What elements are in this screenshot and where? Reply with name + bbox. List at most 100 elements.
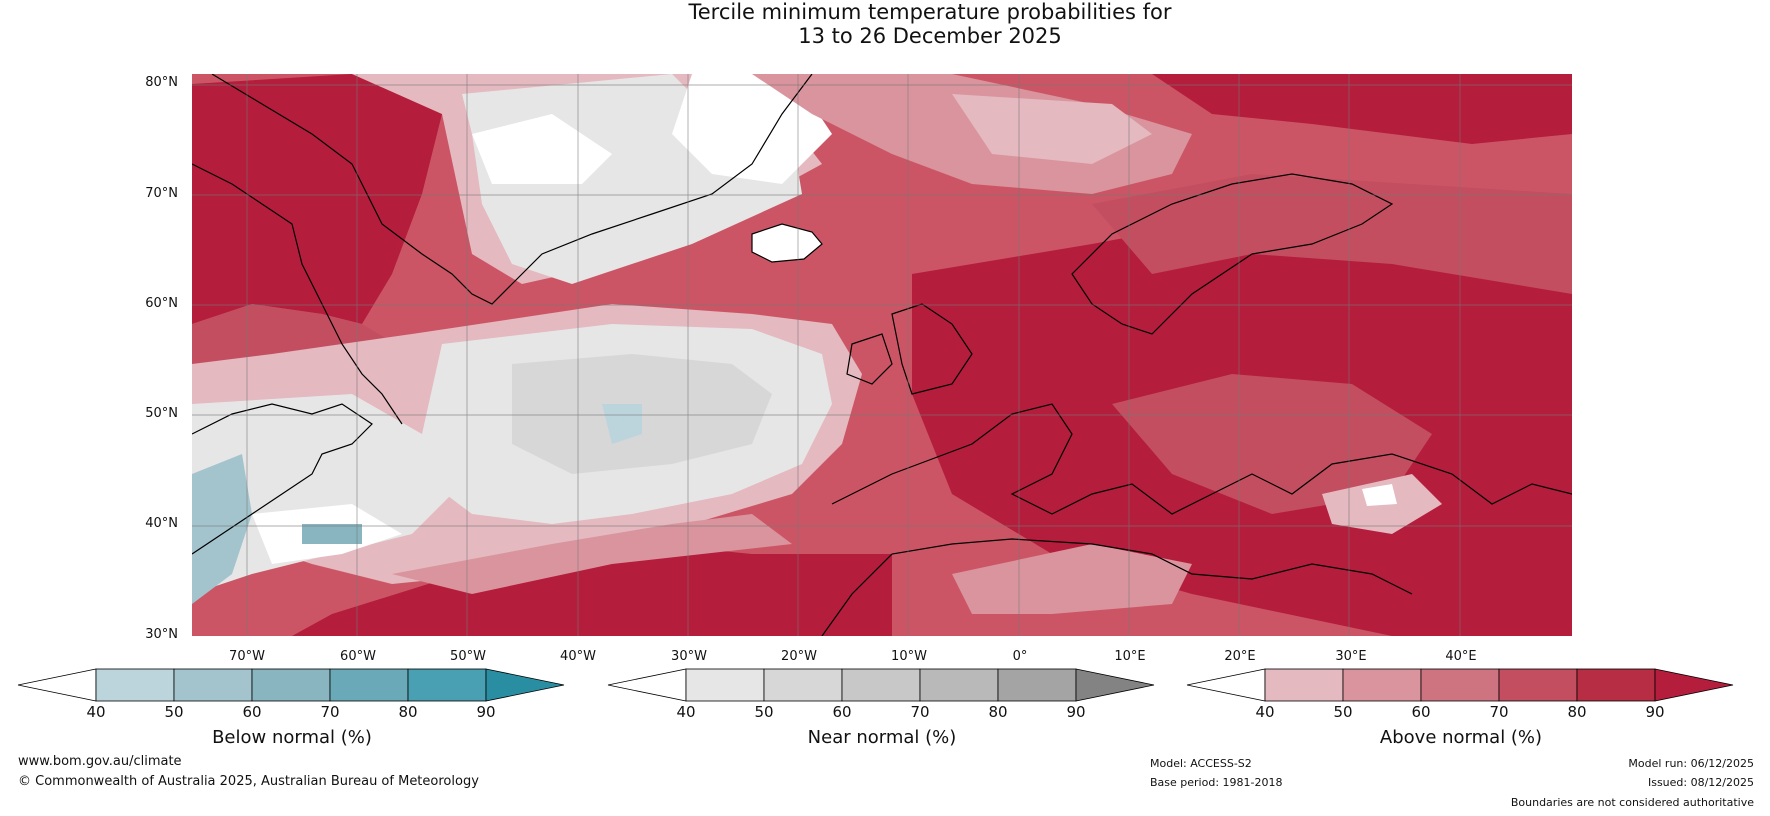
footer-base-period: Base period: 1981-2018 (1150, 776, 1283, 789)
colorbar-above-tick: 80 (1567, 703, 1587, 721)
colorbar-above-segment (1420, 668, 1500, 702)
region-pink-north-africa (952, 544, 1192, 614)
footer-model-run: Model run: 06/12/2025 (1628, 757, 1754, 770)
coastline-scandinavia (1071, 173, 1394, 335)
colorbar-above-extend-high (1654, 668, 1734, 702)
lon-label-30e: 30°E (1335, 649, 1367, 664)
region-above-80-europe-north (1092, 174, 1572, 294)
colorbar-near-tick: 70 (910, 703, 930, 721)
lon-label-50w: 50°W (450, 649, 486, 664)
colorbar-above-tick: 40 (1255, 703, 1275, 721)
region-white-turkey (1362, 484, 1397, 506)
colorbar-below-tick: 50 (164, 703, 184, 721)
colorbar-near-segment (841, 668, 921, 702)
lon-label-10e: 10°E (1114, 649, 1146, 664)
colorbar-above-normal: Above normal (%) 40 50 60 70 80 90 (1186, 668, 1735, 748)
colorbar-below-segment (407, 668, 487, 702)
colorbar-below-segment (173, 668, 253, 702)
region-above-80-central (1112, 374, 1432, 514)
colorbar-near-extend-high (1075, 668, 1155, 702)
colorbar-above-label: Above normal (%) (1379, 727, 1543, 748)
colorbar-near-tick: 50 (754, 703, 774, 721)
colorbar-below-extend-low (17, 668, 97, 702)
region-below-40-atlantic (602, 404, 642, 444)
region-below-60-patch (302, 524, 362, 544)
coastline-labrador (192, 403, 373, 555)
lat-label-40n: 40°N (145, 516, 178, 531)
colorbar-below-tick: 90 (476, 703, 496, 721)
colorbar-below-label: Below normal (%) (212, 727, 372, 748)
lat-label-50n: 50°N (145, 406, 178, 421)
lat-label-80n: 80°N (145, 75, 178, 90)
colorbar-near-segment (919, 668, 999, 702)
colorbar-above-segment (1498, 668, 1578, 702)
region-below-50-newengland (192, 454, 252, 604)
map-svg (192, 74, 1572, 636)
title-line-2: 13 to 26 December 2025 (798, 24, 1062, 48)
map-title: Tercile minimum temperature probabilitie… (0, 0, 1770, 48)
lon-label-70w: 70°W (229, 649, 265, 664)
coastline-britain (891, 303, 973, 395)
colorbar-above-segment (1264, 668, 1344, 702)
colorbar-below-tick: 40 (86, 703, 106, 721)
region-above-90-west (192, 74, 442, 324)
lon-label-40e: 40°E (1445, 649, 1477, 664)
footer-copyright: © Commonwealth of Australia 2025, Austra… (18, 774, 479, 789)
lon-label-20e: 20°E (1224, 649, 1256, 664)
lat-label-70n: 70°N (145, 186, 178, 201)
colorbar-above-extend-low (1186, 668, 1266, 702)
lat-label-60n: 60°N (145, 296, 178, 311)
coastline-europe (831, 403, 1572, 515)
region-above-90-arctic (1152, 74, 1572, 144)
footer-model: Model: ACCESS-S2 (1150, 757, 1252, 770)
footer-website: www.bom.gov.au/climate (18, 754, 182, 769)
colorbar-near-segment (685, 668, 765, 702)
colorbar-near-segment (997, 668, 1077, 702)
colorbar-below-tick: 80 (398, 703, 418, 721)
colorbar-below-normal: Below normal (%) 40 50 60 70 80 90 (17, 668, 566, 748)
probability-map (192, 74, 1572, 636)
lon-label-40w: 40°W (560, 649, 596, 664)
colorbar-above-svg (1186, 668, 1734, 702)
colorbar-below-tick: 60 (242, 703, 262, 721)
colorbar-above-tick: 50 (1333, 703, 1353, 721)
footer-disclaimer: Boundaries are not considered authoritat… (1510, 796, 1754, 809)
colorbar-near-svg (607, 668, 1155, 702)
colorbar-near-tick: 90 (1066, 703, 1086, 721)
colorbar-below-extend-high (485, 668, 565, 702)
colorbar-near-tick: 80 (988, 703, 1008, 721)
lon-label-0: 0° (1012, 649, 1028, 664)
colorbar-above-tick: 70 (1489, 703, 1509, 721)
lon-label-60w: 60°W (340, 649, 376, 664)
title-line-1: Tercile minimum temperature probabilitie… (688, 0, 1172, 24)
lon-label-30w: 30°W (671, 649, 707, 664)
lon-label-20w: 20°W (781, 649, 817, 664)
colorbar-below-svg (17, 668, 565, 702)
lat-label-30n: 30°N (145, 627, 178, 642)
colorbar-above-segment (1342, 668, 1422, 702)
colorbar-above-tick: 60 (1411, 703, 1431, 721)
region-near-atlantic-south (192, 394, 452, 594)
footer-issued: Issued: 08/12/2025 (1647, 776, 1754, 789)
colorbar-below-segment (329, 668, 409, 702)
iceland (751, 223, 823, 263)
colorbar-near-tick: 40 (676, 703, 696, 721)
coastline-ireland (846, 333, 893, 385)
lon-label-10w: 10°W (891, 649, 927, 664)
colorbar-near-label: Near normal (%) (807, 727, 957, 748)
region-above-40-east (952, 94, 1152, 164)
colorbar-above-segment (1576, 668, 1656, 702)
region-above-90-south (292, 544, 892, 636)
colorbar-near-segment (763, 668, 843, 702)
region-white-greenland-2 (472, 114, 612, 184)
coastline-greenland (211, 74, 813, 305)
colorbar-near-normal: Near normal (%) 40 50 60 70 80 90 (607, 668, 1156, 748)
colorbar-below-segment (251, 668, 331, 702)
coastline-north-africa (821, 538, 1413, 636)
colorbar-above-tick: 90 (1645, 703, 1665, 721)
colorbar-near-extend-low (607, 668, 687, 702)
region-above-60-south (392, 514, 792, 594)
colorbar-below-tick: 70 (320, 703, 340, 721)
colorbar-below-segment (95, 668, 175, 702)
colorbar-near-tick: 60 (832, 703, 852, 721)
